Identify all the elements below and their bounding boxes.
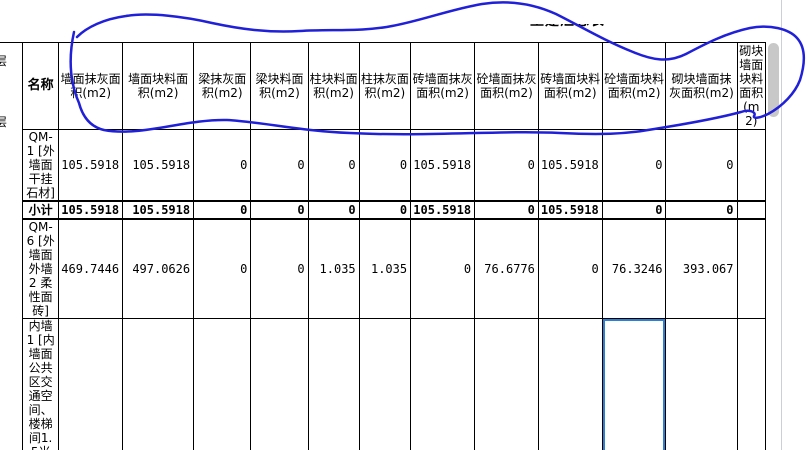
table-row: QM-1 [外墙面 干挂石材] 105.5918 105.5918 0 0 0 0 105.5… [22, 129, 766, 202]
value-cell[interactable]: 523.5554 [474, 318, 539, 450]
row-name-cell[interactable]: 内墙1 [内墙面 公共区交通空间、楼梯间1.5米上、宿舍、管理室配电房门斗区通高… [22, 318, 60, 450]
value-cell[interactable]: 0 [250, 218, 309, 319]
value-cell[interactable]: 0 [601, 129, 667, 202]
value-cell[interactable]: 0 [665, 200, 738, 220]
value-cell[interactable]: 0 [307, 200, 360, 220]
column-header[interactable]: 砼墙面块料面积(m2) [601, 42, 667, 130]
row-name-cell[interactable]: QM-1 [外墙面 干挂石材] [22, 129, 60, 202]
value-cell[interactable]: 1.035 [358, 218, 412, 319]
value-cell[interactable]: 0 [474, 200, 539, 220]
value-cell[interactable]: 2144.619 [58, 318, 124, 450]
value-cell[interactable]: 0 [537, 318, 603, 450]
value-cell[interactable]: 0 [601, 200, 667, 220]
value-cell[interactable]: 16 [736, 318, 766, 450]
value-cell[interactable]: 469.7446 [58, 218, 124, 319]
column-header[interactable]: 墙面抹灰面积(m2) [58, 42, 124, 130]
column-header[interactable]: 梁块料面积(m2) [250, 42, 309, 130]
table-body: QM-1 [外墙面 干挂石材] 105.5918 105.5918 0 0 0 0 105.5… [22, 129, 766, 450]
column-header[interactable]: 砖墙面抹灰面积(m2) [410, 42, 476, 130]
value-cell[interactable]: 24.595 [307, 318, 360, 450]
value-cell[interactable]: 0 [410, 218, 476, 319]
value-cell[interactable]: 0 [193, 129, 252, 202]
row-name-cell[interactable]: QM-6 [外墙面 外墙2 柔性面砖] [22, 218, 60, 319]
value-cell[interactable]: 105.5918 [58, 200, 124, 220]
table-row: QM-6 [外墙面 外墙2 柔性面砖] 469.7446 497.0626 0 0 1.0… [22, 218, 766, 319]
value-cell[interactable]: 2122.7751 [122, 318, 195, 450]
value-cell[interactable]: 0 [474, 129, 539, 202]
floor-column[interactable]: 层 层 [0, 42, 23, 450]
value-cell[interactable]: 497.0626 [122, 218, 195, 319]
value-cell[interactable] [736, 200, 766, 220]
value-cell[interactable]: 0 [250, 129, 309, 202]
value-cell[interactable]: 0 [358, 129, 412, 202]
report-title-clipped: 土建汇总表 [530, 24, 640, 35]
column-header[interactable]: 砖墙面块料面积(m2) [537, 42, 603, 130]
header-row: 名称 墙面抹灰面积(m2) 墙面块料面积(m2) 梁抹灰面积(m2) 梁块料面积… [22, 42, 766, 130]
value-cell[interactable]: 105.5918 [410, 129, 476, 202]
value-cell[interactable]: 0 [358, 200, 412, 220]
value-cell[interactable]: 105.5918 [122, 200, 195, 220]
value-cell[interactable]: 15.5853 [193, 318, 252, 450]
column-header[interactable]: 柱块料面积(m2) [307, 42, 360, 130]
value-cell[interactable]: 76.6776 [474, 218, 539, 319]
table-row: 内墙1 [内墙面 公共区交通空间、楼梯间1.5米上、宿舍、管理室配电房门斗区通高… [22, 318, 766, 450]
table-row: 小计 105.5918 105.5918 0 0 0 0 105.5918 0 105.5918 0… [22, 200, 766, 220]
value-cell[interactable]: 0 [193, 218, 252, 319]
column-header[interactable]: 砌块墙面抹灰面积(m2) [665, 42, 738, 130]
value-cell[interactable]: 105.5918 [410, 200, 476, 220]
scrollbar-track-edge [781, 0, 782, 450]
value-cell[interactable]: 1.035 [307, 218, 360, 319]
value-cell[interactable]: 25.355 [358, 318, 412, 450]
value-cell[interactable] [736, 129, 766, 202]
selected-value-cell[interactable]: 508.4185 [601, 318, 667, 450]
value-cell[interactable]: 105.5918 [537, 200, 603, 220]
floor-column-value: 层 [0, 113, 7, 130]
value-cell[interactable]: 0 [193, 200, 252, 220]
value-cell[interactable]: 0 [665, 129, 738, 202]
value-cell[interactable] [736, 218, 766, 319]
quantity-table: 名称 墙面抹灰面积(m2) 墙面块料面积(m2) 梁抹灰面积(m2) 梁块料面积… [22, 42, 766, 450]
column-header[interactable]: 墙面块料面积(m2) [122, 42, 195, 130]
value-cell[interactable]: 0 [410, 318, 476, 450]
value-cell[interactable]: 0 [250, 200, 309, 220]
column-header[interactable]: 砼墙面抹灰面积(m2) [474, 42, 539, 130]
column-header[interactable]: 梁抹灰面积(m2) [193, 42, 252, 130]
value-cell[interactable]: 0 [537, 218, 603, 319]
value-cell[interactable]: 105.5918 [537, 129, 603, 202]
value-cell[interactable]: 0 [307, 129, 360, 202]
column-header-name[interactable]: 名称 [22, 42, 60, 130]
value-cell[interactable]: 393.067 [665, 218, 738, 319]
column-header[interactable]: 柱抹灰面积(m2) [358, 42, 412, 130]
floor-column-header: 层 [0, 52, 7, 69]
value-cell[interactable]: 1621.0636 [665, 318, 738, 450]
column-header[interactable]: 砌块墙面块料面积(m2) [736, 42, 766, 130]
vertical-scrollbar-thumb[interactable] [768, 43, 779, 117]
row-name-cell[interactable]: 小计 [22, 200, 60, 220]
value-cell[interactable]: 105.5918 [122, 129, 195, 202]
value-cell[interactable]: 76.3246 [601, 218, 667, 319]
value-cell[interactable]: 105.5918 [58, 129, 124, 202]
value-cell[interactable]: 15.5853 [250, 318, 309, 450]
